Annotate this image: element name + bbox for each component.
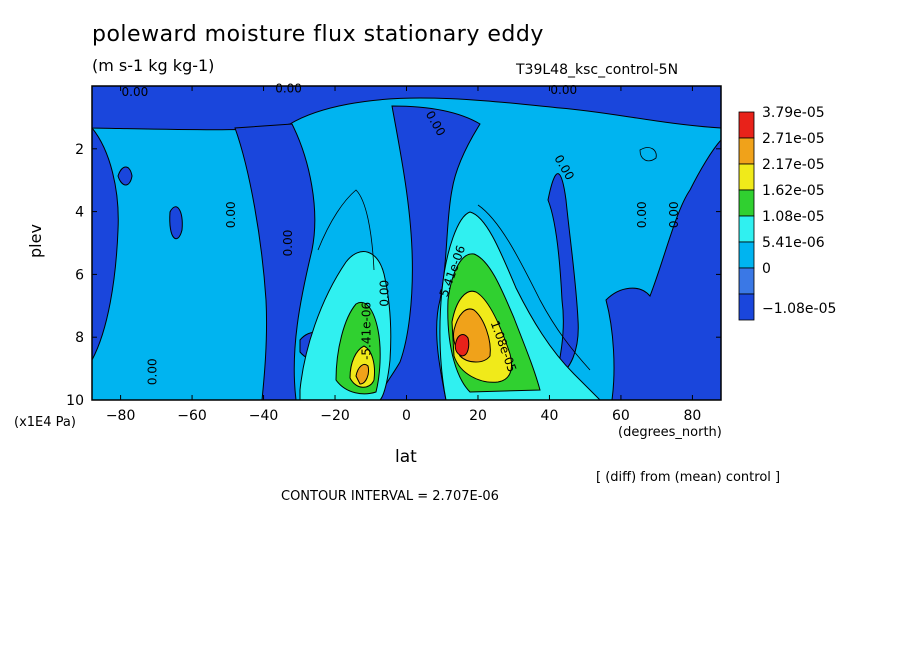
contour-label: 0.00 (550, 83, 577, 97)
contour-line (477, 204, 591, 371)
legend-label: 2.71e-05 (762, 131, 825, 147)
x-tick-label: 40 (541, 408, 559, 424)
y-axis-units: (x1E4 Pa) (14, 415, 76, 430)
x-axis-units: (degrees_north) (618, 425, 722, 440)
x-tick-label: −60 (177, 408, 207, 424)
legend-label: 2.17e-05 (762, 157, 825, 173)
contour-interval: CONTOUR INTERVAL = 2.707E-06 (281, 489, 499, 504)
negative-band-west (92, 127, 119, 361)
x-tick-label: 60 (612, 408, 630, 424)
contour-label: 0.00 (122, 85, 149, 99)
legend-label: 5.41e-06 (762, 235, 825, 251)
negative-patch-midwest (169, 206, 183, 240)
legend-swatch (738, 267, 755, 295)
run-label: T39L48_ksc_control-5N (516, 62, 679, 78)
y-tick-label: 4 (75, 205, 84, 221)
contour-label: 0.00 (635, 201, 649, 228)
contour-label: 0.00 (275, 82, 302, 96)
contour-label: 0.00 (667, 201, 681, 228)
y-axis-ticks: 2 4 6 8 10 (66, 142, 721, 409)
chart-title: poleward moisture flux stationary eddy (92, 22, 544, 47)
negative-patch-west (117, 166, 133, 186)
contour-field (92, 86, 721, 400)
x-axis-ticks: −80 −60 −40 −20 0 20 40 60 80 (106, 86, 701, 424)
legend-swatch (738, 189, 755, 217)
contour-line (317, 189, 375, 271)
legend-label: 3.79e-05 (762, 105, 825, 121)
x-tick-label: −40 (249, 408, 279, 424)
negative-band-40n (547, 173, 579, 377)
contour-label: -5.41e-06 (360, 302, 374, 360)
y-tick-label: 6 (75, 267, 84, 283)
legend-swatch (738, 137, 755, 165)
legend-swatch (738, 293, 755, 321)
negative-band-east (605, 139, 721, 400)
contour-label: 0.00 (145, 358, 159, 385)
x-tick-label: −20 (320, 408, 350, 424)
y-tick-label: 8 (75, 330, 84, 346)
contour-label: 0.00 (378, 280, 392, 307)
sh-max-level4 (355, 363, 369, 385)
legend-swatch (738, 111, 755, 139)
legend-label: 1.62e-05 (762, 183, 825, 199)
color-legend: 3.79e-05 2.71e-05 2.17e-05 1.62e-05 1.08e-05… (738, 105, 836, 321)
legend-swatch (738, 215, 755, 243)
negative-band-top (92, 86, 721, 131)
x-tick-label: −80 (106, 408, 136, 424)
legend-swatch (738, 163, 755, 191)
legend-label: 1.08e-05 (762, 209, 825, 225)
y-tick-label: 2 (75, 142, 84, 158)
x-axis-label: lat (395, 447, 417, 467)
nh-max-level5 (454, 334, 470, 357)
contour-label: 0.00 (281, 230, 295, 257)
legend-label: −1.08e-05 (762, 301, 836, 317)
contour-line (639, 147, 657, 162)
contour-label: 0.00 (224, 201, 238, 228)
x-tick-label: 80 (683, 408, 701, 424)
difference-note: [ (diff) from (mean) control ] (596, 470, 781, 485)
legend-label: 0 (762, 261, 771, 277)
negative-band-equator (377, 105, 481, 400)
chart-units: (m s-1 kg kg-1) (92, 56, 215, 75)
legend-swatch (738, 241, 755, 269)
x-tick-label: 0 (402, 408, 411, 424)
y-tick-label: 10 (66, 393, 84, 409)
x-tick-label: 20 (469, 408, 487, 424)
negative-band-lon40 (234, 123, 316, 400)
